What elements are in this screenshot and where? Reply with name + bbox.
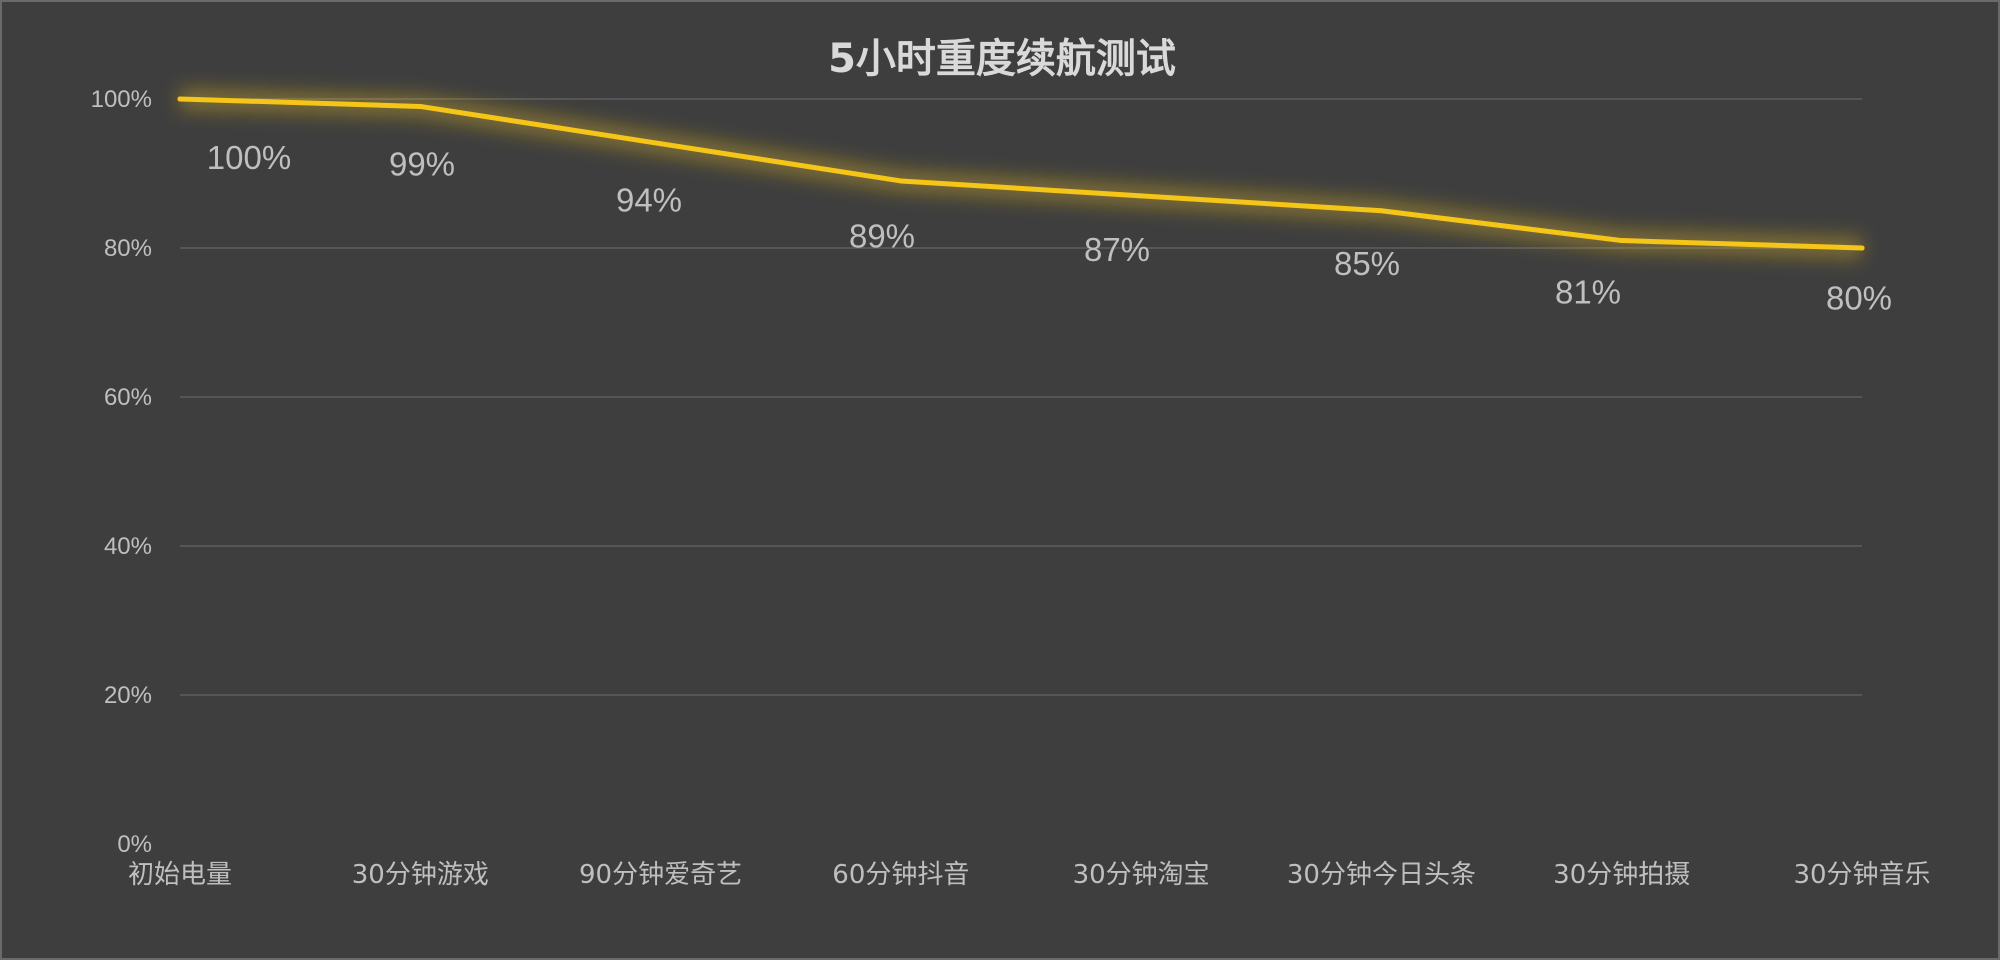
data-point	[1859, 245, 1865, 251]
series-layer	[177, 88, 1865, 259]
x-axis-ticks: 初始电量 30分钟游戏 90分钟爱奇艺 60分钟抖音 30分钟淘宝 30分钟今日头条 30分…	[128, 860, 1931, 890]
x-tick-label: 初始电量	[128, 860, 232, 890]
data-point	[658, 141, 664, 147]
data-point	[1619, 238, 1625, 244]
data-label: 85%	[1334, 245, 1400, 282]
data-point	[1378, 208, 1384, 214]
data-labels: 100% 99% 94% 89% 87% 85% 81% 80%	[207, 139, 1892, 317]
data-point	[898, 178, 904, 184]
x-tick-label: 30分钟拍摄	[1553, 860, 1690, 890]
x-tick-label: 90分钟爱奇艺	[579, 860, 742, 890]
data-label: 87%	[1084, 231, 1150, 268]
y-axis-ticks: 0% 20% 40% 60% 80% 100%	[91, 86, 152, 858]
data-label: 81%	[1555, 273, 1621, 310]
x-tick-label: 30分钟音乐	[1793, 860, 1930, 890]
x-tick-label: 60分钟抖音	[832, 860, 969, 890]
x-tick-label: 30分钟游戏	[352, 860, 489, 890]
data-point	[417, 103, 423, 109]
y-tick-label: 80%	[104, 235, 152, 262]
data-label: 89%	[849, 217, 915, 254]
x-tick-label: 30分钟今日头条	[1287, 860, 1476, 890]
data-point	[1138, 193, 1144, 199]
y-tick-label: 40%	[104, 533, 152, 560]
x-tick-label: 30分钟淘宝	[1073, 860, 1210, 890]
series-line	[177, 96, 1865, 251]
data-label: 94%	[616, 181, 682, 218]
data-point	[177, 96, 183, 102]
data-label: 99%	[389, 145, 455, 182]
y-tick-label: 0%	[117, 831, 152, 858]
y-tick-label: 100%	[91, 86, 152, 113]
y-tick-label: 20%	[104, 682, 152, 709]
chart-title: 5小时重度续航测试	[828, 36, 1176, 82]
gridlines	[180, 98, 1862, 696]
y-tick-label: 60%	[104, 384, 152, 411]
data-label: 100%	[207, 139, 291, 176]
data-label: 80%	[1826, 280, 1892, 317]
